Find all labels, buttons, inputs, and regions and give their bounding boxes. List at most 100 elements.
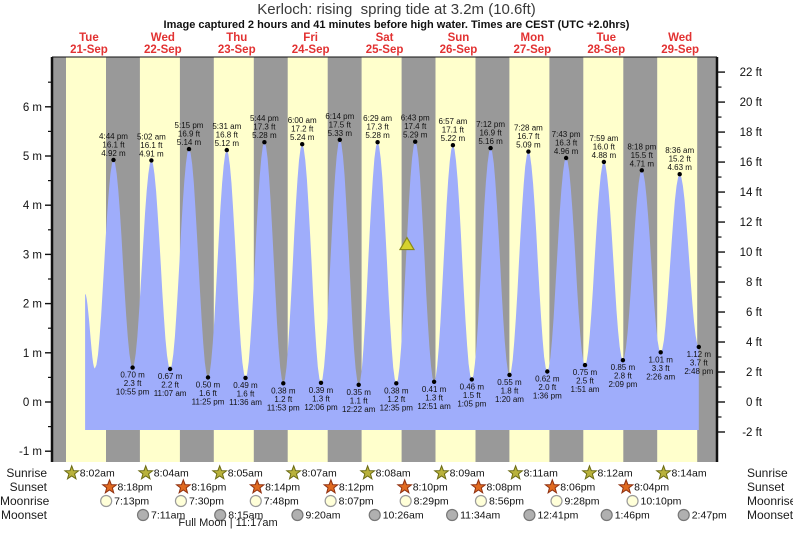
low-tide-time-label: 12:22 am <box>342 405 376 414</box>
low-tide-ft-label: 1.1 ft <box>350 396 369 405</box>
sunrise-icon <box>507 464 524 480</box>
low-tide-time-label: 2:26 am <box>646 372 675 381</box>
moonrise-row-label-right: Moonrise <box>747 494 793 508</box>
low-tide-time-label: 12:35 pm <box>380 403 414 412</box>
low-tide-ft-label: 3.3 ft <box>652 364 671 373</box>
high-tide-point <box>337 137 342 142</box>
low-tide-time-label: 11:53 pm <box>267 403 300 412</box>
high-tide-point <box>186 146 192 152</box>
low-tide-m-label: 0.50 m <box>196 380 221 389</box>
day-name-label: Sun <box>448 32 470 44</box>
low-tide-ft-label: 1.2 ft <box>274 395 293 404</box>
moonrise-icon <box>550 494 563 508</box>
low-tide-m-label: 0.67 m <box>158 372 183 381</box>
left-axis-label: 6 m <box>23 102 42 114</box>
day-headers: Tue21-SepWed22-SepThu23-SepFri24-SepSat2… <box>70 32 699 56</box>
high-tide-point <box>601 159 607 165</box>
high-tide-m-label: 5.16 m <box>478 137 503 146</box>
moonrise-icon <box>100 494 113 508</box>
moonset-icon <box>291 508 304 522</box>
low-tide-time-label: 1:51 am <box>571 385 600 394</box>
high-tide-time-label: 5:31 am <box>212 122 241 131</box>
right-axis-label: 0 ft <box>746 397 763 409</box>
high-tide-m-label: 5.24 m <box>290 133 315 142</box>
low-tide-time-label: 1:36 pm <box>533 392 562 401</box>
sunset-row-time: 8:16pm <box>191 482 226 494</box>
moonrise-icon <box>474 494 488 508</box>
left-axis-label: 2 m <box>23 299 42 311</box>
sunrise-row-label-left: Sunrise <box>6 466 47 480</box>
high-tide-m-label: 5.33 m <box>328 129 353 138</box>
low-tide-time-label: 12:51 am <box>417 402 451 411</box>
high-tide-ft-label: 16.0 ft <box>593 142 616 151</box>
low-tide-time-label: 2:09 pm <box>608 380 637 389</box>
sunset-icon <box>175 478 192 494</box>
sunset-row-time: 8:12pm <box>339 482 374 494</box>
high-tide-point <box>111 157 116 163</box>
high-tide-point <box>413 139 418 144</box>
moonset-icon <box>136 508 150 522</box>
high-tide-time-label: 8:36 am <box>665 146 694 155</box>
sunrise-icon <box>63 464 80 480</box>
low-tide-ft-label: 1.8 ft <box>501 386 520 395</box>
low-tide-m-label: 0.38 m <box>384 386 409 395</box>
sunrise-row-time: 8:12am <box>598 468 633 480</box>
sunset-icon <box>396 478 413 494</box>
day-name-label: Thu <box>226 32 247 44</box>
high-tide-time-label: 6:43 pm <box>401 114 430 123</box>
left-axis-label: 1 m <box>23 348 42 360</box>
moonset-icon <box>523 508 536 522</box>
moonrise-row-time: 7:30pm <box>189 496 224 508</box>
day-date-label: 25-Sep <box>366 44 404 56</box>
low-tide-ft-label: 2.2 ft <box>161 381 180 390</box>
low-tide-point <box>545 369 550 374</box>
low-tide-m-label: 0.70 m <box>120 371 145 380</box>
sunrise-row-time: 8:05am <box>228 468 263 480</box>
high-tide-m-label: 4.91 m <box>139 149 164 158</box>
low-tide-point <box>318 380 324 385</box>
high-tide-point <box>488 145 493 151</box>
high-tide-m-label: 4.92 m <box>101 149 126 158</box>
high-tide-m-label: 4.63 m <box>667 163 692 172</box>
sunset-icon <box>322 478 340 494</box>
day-date-label: 21-Sep <box>70 44 108 56</box>
day-date-label: 27-Sep <box>513 44 551 56</box>
day-name-label: Wed <box>668 32 692 44</box>
sunrise-row-time: 8:02am <box>80 468 115 480</box>
high-tide-ft-label: 15.5 ft <box>631 151 654 160</box>
moonset-row-time: 9:20am <box>305 510 340 522</box>
sunrise-row: 8:02am 8:04am 8:05am 8:07am 8:08am 8:09am 8:11… <box>63 464 707 480</box>
full-moon-note: Full Moon | 11:17am <box>178 517 278 529</box>
low-tide-m-label: 0.62 m <box>535 375 560 384</box>
page-title: Kerloch: rising spring tide at 3.2m (10.… <box>257 1 536 18</box>
high-tide-m-label: 4.88 m <box>592 151 617 160</box>
high-tide-m-label: 5.28 m <box>365 131 390 140</box>
low-tide-m-label: 0.49 m <box>233 381 258 390</box>
day-name-label: Wed <box>151 32 175 44</box>
day-name-label: Fri <box>303 32 318 44</box>
moonrise-icon <box>626 494 639 508</box>
sunrise-icon <box>655 464 672 480</box>
right-axis-label: 6 ft <box>746 307 763 319</box>
low-tide-time-label: 11:25 pm <box>192 397 225 406</box>
high-tide-m-label: 5.14 m <box>177 138 202 147</box>
high-tide-ft-label: 17.3 ft <box>253 123 276 132</box>
moonset-row-time: 10:26am <box>383 510 424 522</box>
day-name-label: Mon <box>521 32 545 44</box>
sunset-row-time: 8:14pm <box>265 482 300 494</box>
low-tide-m-label: 0.35 m <box>346 388 371 397</box>
moonset-row-time: 12:41pm <box>537 510 578 522</box>
sunrise-row-time: 8:07am <box>302 468 337 480</box>
right-axis-label: -2 ft <box>742 427 763 439</box>
high-tide-time-label: 6:29 am <box>363 114 392 123</box>
moonrise-row-time: 8:56pm <box>489 496 524 508</box>
high-tide-point <box>149 158 154 163</box>
moonset-icon <box>600 508 613 522</box>
high-tide-ft-label: 16.7 ft <box>517 132 540 141</box>
high-tide-time-label: 7:43 pm <box>552 130 581 139</box>
high-tide-time-label: 5:44 pm <box>250 114 279 123</box>
high-tide-time-label: 6:00 am <box>288 116 317 125</box>
right-axis-label: 18 ft <box>740 127 763 139</box>
low-tide-m-label: 0.38 m <box>271 386 296 395</box>
